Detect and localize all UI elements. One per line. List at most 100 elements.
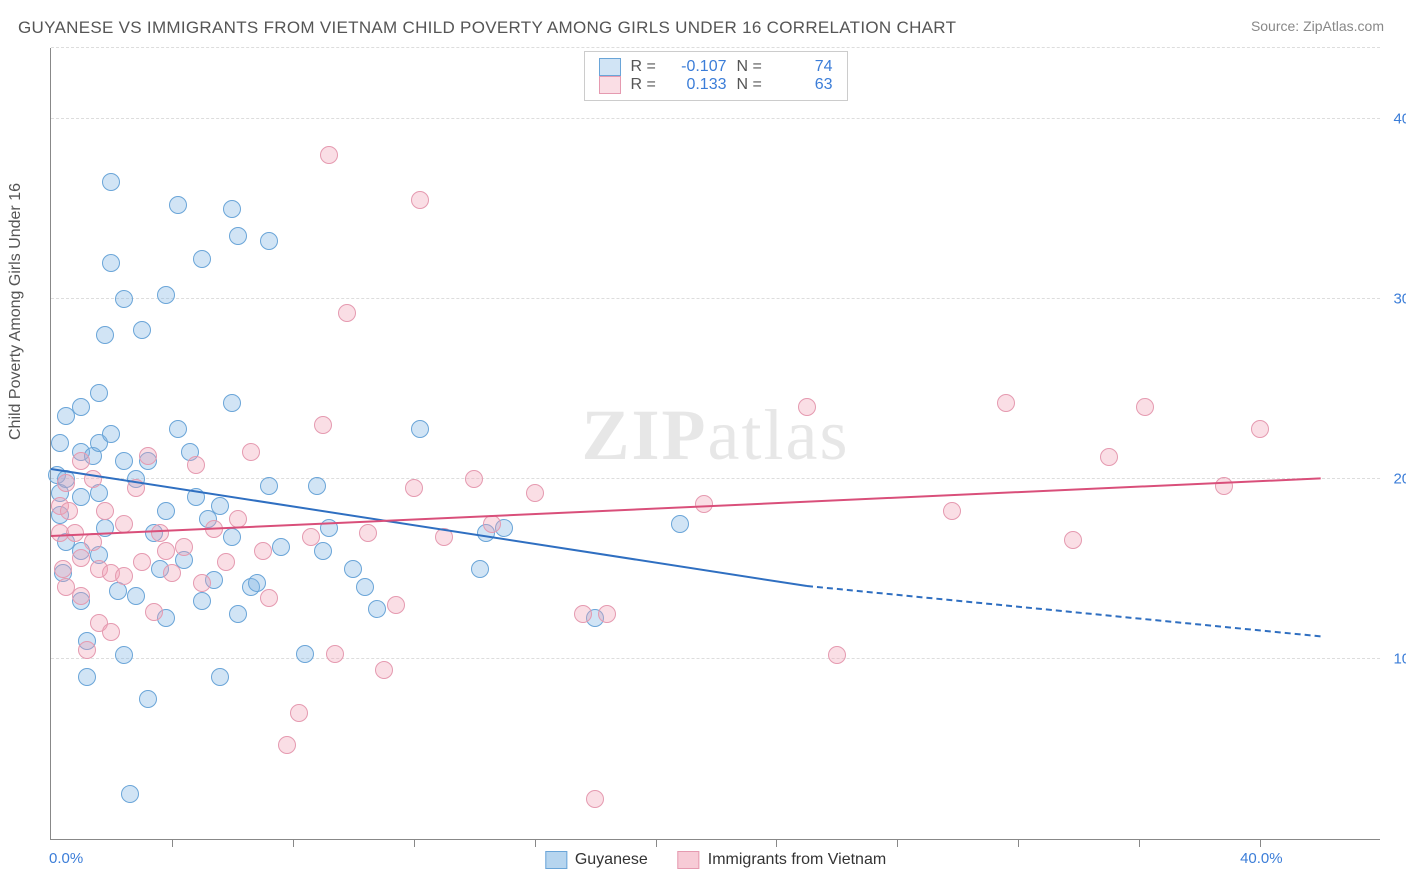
- scatter-point: [127, 587, 145, 605]
- scatter-point: [1215, 477, 1233, 495]
- scatter-point: [254, 542, 272, 560]
- y-tick-label: 10.0%: [1393, 651, 1406, 668]
- scatter-point: [223, 528, 241, 546]
- scatter-point: [133, 553, 151, 571]
- scatter-point: [344, 560, 362, 578]
- scatter-point: [78, 668, 96, 686]
- legend-row-guyanese: R = -0.107 N = 74: [599, 58, 833, 76]
- scatter-point: [411, 191, 429, 209]
- scatter-point: [1251, 420, 1269, 438]
- scatter-point: [375, 661, 393, 679]
- chart-plot-area: ZIPatlas R = -0.107 N = 74 R = 0.133 N =…: [50, 48, 1380, 840]
- scatter-point: [586, 790, 604, 808]
- scatter-point: [96, 326, 114, 344]
- gridline: [51, 47, 1380, 48]
- scatter-point: [1064, 531, 1082, 549]
- gridline: [51, 658, 1380, 659]
- gridline: [51, 118, 1380, 119]
- scatter-point: [387, 596, 405, 614]
- scatter-point: [57, 474, 75, 492]
- scatter-point: [78, 641, 96, 659]
- watermark-sub: atlas: [708, 395, 850, 475]
- legend-swatch-icon: [678, 851, 700, 869]
- scatter-point: [356, 578, 374, 596]
- legend-n-value-vietnam: 63: [775, 76, 833, 94]
- scatter-point: [72, 549, 90, 567]
- scatter-point: [997, 394, 1015, 412]
- scatter-point: [72, 488, 90, 506]
- legend-n-value-guyanese: 74: [775, 58, 833, 76]
- scatter-point: [84, 533, 102, 551]
- scatter-point: [574, 605, 592, 623]
- scatter-point: [359, 524, 377, 542]
- source-label: Source: ZipAtlas.com: [1251, 18, 1384, 34]
- series-legend: Guyanese Immigrants from Vietnam: [545, 851, 886, 869]
- scatter-point: [828, 646, 846, 664]
- legend-n-label: N =: [737, 58, 765, 76]
- scatter-point: [1136, 398, 1154, 416]
- scatter-point: [483, 515, 501, 533]
- scatter-point: [187, 456, 205, 474]
- scatter-point: [102, 254, 120, 272]
- scatter-point: [471, 560, 489, 578]
- scatter-point: [151, 524, 169, 542]
- scatter-point: [242, 443, 260, 461]
- scatter-point: [193, 592, 211, 610]
- x-tick: [656, 839, 657, 847]
- scatter-point: [229, 605, 247, 623]
- legend-label: Immigrants from Vietnam: [708, 851, 886, 868]
- scatter-point: [139, 690, 157, 708]
- scatter-point: [96, 502, 114, 520]
- x-tick: [1260, 839, 1261, 847]
- scatter-point: [72, 587, 90, 605]
- scatter-point: [368, 600, 386, 618]
- x-tick: [414, 839, 415, 847]
- x-axis-min-label: 0.0%: [49, 850, 83, 867]
- legend-item-guyanese: Guyanese: [545, 851, 648, 869]
- scatter-point: [272, 538, 290, 556]
- scatter-point: [326, 645, 344, 663]
- y-tick-label: 20.0%: [1393, 471, 1406, 488]
- scatter-point: [223, 200, 241, 218]
- x-tick: [172, 839, 173, 847]
- legend-r-value-vietnam: 0.133: [669, 76, 727, 94]
- scatter-point: [115, 646, 133, 664]
- scatter-point: [229, 227, 247, 245]
- scatter-point: [314, 542, 332, 560]
- scatter-point: [314, 416, 332, 434]
- watermark-main: ZIP: [582, 395, 708, 475]
- scatter-point: [290, 704, 308, 722]
- scatter-point: [51, 434, 69, 452]
- scatter-point: [223, 394, 241, 412]
- legend-row-vietnam: R = 0.133 N = 63: [599, 76, 833, 94]
- gridline: [51, 298, 1380, 299]
- x-tick: [1018, 839, 1019, 847]
- scatter-point: [193, 250, 211, 268]
- scatter-point: [943, 502, 961, 520]
- scatter-point: [260, 477, 278, 495]
- scatter-point: [54, 560, 72, 578]
- scatter-point: [60, 502, 78, 520]
- scatter-point: [157, 502, 175, 520]
- legend-label: Guyanese: [575, 851, 648, 868]
- x-tick: [776, 839, 777, 847]
- scatter-point: [102, 173, 120, 191]
- scatter-point: [296, 645, 314, 663]
- scatter-point: [229, 510, 247, 528]
- trend-line: [807, 585, 1321, 637]
- legend-r-value-guyanese: -0.107: [669, 58, 727, 76]
- scatter-point: [163, 564, 181, 582]
- scatter-point: [211, 497, 229, 515]
- scatter-point: [465, 470, 483, 488]
- x-tick: [535, 839, 536, 847]
- scatter-point: [169, 420, 187, 438]
- scatter-point: [115, 290, 133, 308]
- scatter-point: [278, 736, 296, 754]
- legend-r-label: R =: [631, 76, 659, 94]
- x-axis-max-label: 40.0%: [1240, 850, 1283, 867]
- scatter-point: [217, 553, 235, 571]
- scatter-point: [90, 384, 108, 402]
- scatter-point: [139, 447, 157, 465]
- scatter-point: [115, 515, 133, 533]
- scatter-point: [260, 232, 278, 250]
